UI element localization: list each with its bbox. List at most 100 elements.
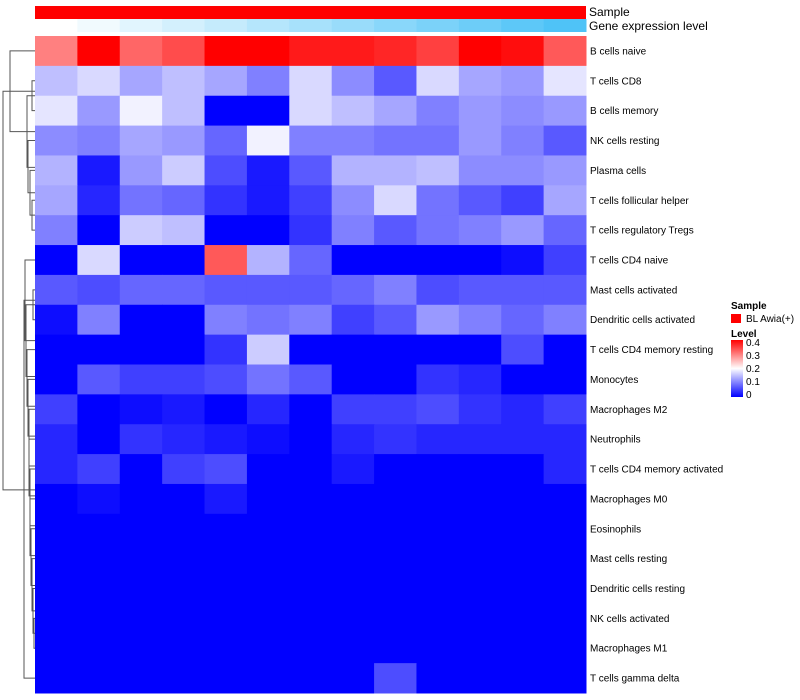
heatmap-cell xyxy=(374,185,417,216)
heatmap-cell xyxy=(119,245,163,276)
heatmap-cell xyxy=(162,65,206,97)
row-label: Mast cells resting xyxy=(590,554,667,565)
heatmap-cell xyxy=(246,36,290,67)
heatmap-cell xyxy=(501,543,545,575)
heatmap-cell xyxy=(35,95,78,127)
heatmap-cell xyxy=(162,334,206,365)
heatmap-cell xyxy=(289,424,333,455)
heatmap-cell xyxy=(289,603,333,634)
row-label: Macrophages M1 xyxy=(590,644,668,655)
dendrogram-branch xyxy=(27,378,35,437)
heatmap-cell xyxy=(246,633,290,664)
heatmap-cell xyxy=(119,125,163,156)
heatmap-cell xyxy=(77,65,121,97)
heatmap-cell xyxy=(162,95,206,127)
row-labels: B cells naive T cells CD8 B cells memory NK… xyxy=(590,46,723,684)
heatmap-cell xyxy=(204,245,248,276)
legend: Sample BL Awia(+) Level 0.4 0.3 0.2 0.1 0 xyxy=(731,301,794,401)
heatmap-cell xyxy=(119,454,163,485)
heatmap-cell xyxy=(374,36,417,67)
heatmap-cell xyxy=(543,155,587,186)
heatmap-cell xyxy=(501,633,545,664)
row-label: T cells CD4 naive xyxy=(590,255,669,266)
row-label: Mast cells activated xyxy=(590,285,677,296)
gene-expression-annotation-cell xyxy=(246,19,290,32)
heatmap-cell xyxy=(543,36,587,67)
heatmap-cell xyxy=(374,424,417,455)
heatmap-cell xyxy=(119,215,163,246)
heatmap-cell xyxy=(246,483,290,515)
legend-level-tick: 0.4 xyxy=(746,338,760,349)
heatmap-cell xyxy=(246,185,290,216)
heatmap-cell xyxy=(543,245,587,276)
heatmap-cell xyxy=(77,513,121,545)
heatmap-cell xyxy=(416,424,460,455)
dendrogram-branch xyxy=(27,140,35,194)
heatmap-cell xyxy=(416,603,460,634)
heatmap-cell xyxy=(458,543,502,575)
row-label: B cells memory xyxy=(590,106,658,117)
row-label: T cells follicular helper xyxy=(590,196,689,207)
heatmap-cell xyxy=(374,663,417,694)
heatmap-cell xyxy=(246,663,290,694)
heatmap-cell xyxy=(416,454,460,485)
gene-expression-annotation-cell xyxy=(374,19,417,32)
heatmap-cell xyxy=(289,155,333,186)
heatmap-cell xyxy=(543,334,587,365)
heatmap-cell xyxy=(204,603,248,634)
gene-expression-annotation-cell xyxy=(458,19,502,32)
heatmap-cell xyxy=(162,245,206,276)
heatmap-cell xyxy=(77,125,121,156)
heatmap-cell xyxy=(246,95,290,127)
heatmap-cell xyxy=(416,36,460,67)
heatmap-cell xyxy=(246,304,290,336)
heatmap-cell xyxy=(204,65,248,97)
heatmap-cell xyxy=(204,125,248,156)
heatmap-cell xyxy=(416,215,460,246)
heatmap-cell xyxy=(289,185,333,216)
heatmap-cell xyxy=(501,155,545,186)
heatmap-cell xyxy=(289,513,333,545)
legend-sample-swatch xyxy=(731,314,741,323)
heatmap-cell xyxy=(416,543,460,575)
heatmap-cell xyxy=(204,573,248,604)
heatmap-cell xyxy=(458,364,502,395)
heatmap-cell xyxy=(35,543,78,575)
dendrogram-branch xyxy=(2,90,35,491)
heatmap-cell xyxy=(289,125,333,156)
heatmap-cell xyxy=(246,215,290,246)
heatmap-cell xyxy=(458,513,502,545)
heatmap-cell xyxy=(119,155,163,186)
heatmap-cell xyxy=(458,424,502,455)
heatmap-cell xyxy=(162,274,206,306)
heatmap-cell xyxy=(458,663,502,694)
heatmap-cell xyxy=(119,36,163,67)
heatmap-cell xyxy=(35,125,78,156)
heatmap-cell xyxy=(458,36,502,67)
heatmap-cell xyxy=(289,65,333,97)
heatmap-cell xyxy=(501,245,545,276)
heatmap-cell xyxy=(119,633,163,664)
heatmap-cell xyxy=(77,185,121,216)
heatmap-cell xyxy=(416,394,460,425)
heatmap-cell xyxy=(289,245,333,276)
heatmap-cell xyxy=(543,65,587,97)
gene-expression-annotation-cell xyxy=(162,19,206,32)
dendrogram-branch xyxy=(28,408,35,467)
heatmap-cell xyxy=(204,36,248,67)
heatmap-cell xyxy=(543,454,587,485)
gene-expression-annotation-cell xyxy=(119,19,163,32)
heatmap-cell xyxy=(374,394,417,425)
heatmap-cell xyxy=(289,394,333,425)
row-dendrogram xyxy=(2,50,35,679)
heatmap-cell xyxy=(119,364,163,395)
heatmap-cell xyxy=(204,454,248,485)
heatmap-cell xyxy=(458,65,502,97)
heatmap-cell xyxy=(289,364,333,395)
heatmap-cell xyxy=(246,155,290,186)
heatmap-cell xyxy=(416,245,460,276)
dendrogram-branch xyxy=(29,468,35,527)
heatmap-cell xyxy=(77,394,121,425)
gene-expression-annotation-cell xyxy=(35,19,78,32)
